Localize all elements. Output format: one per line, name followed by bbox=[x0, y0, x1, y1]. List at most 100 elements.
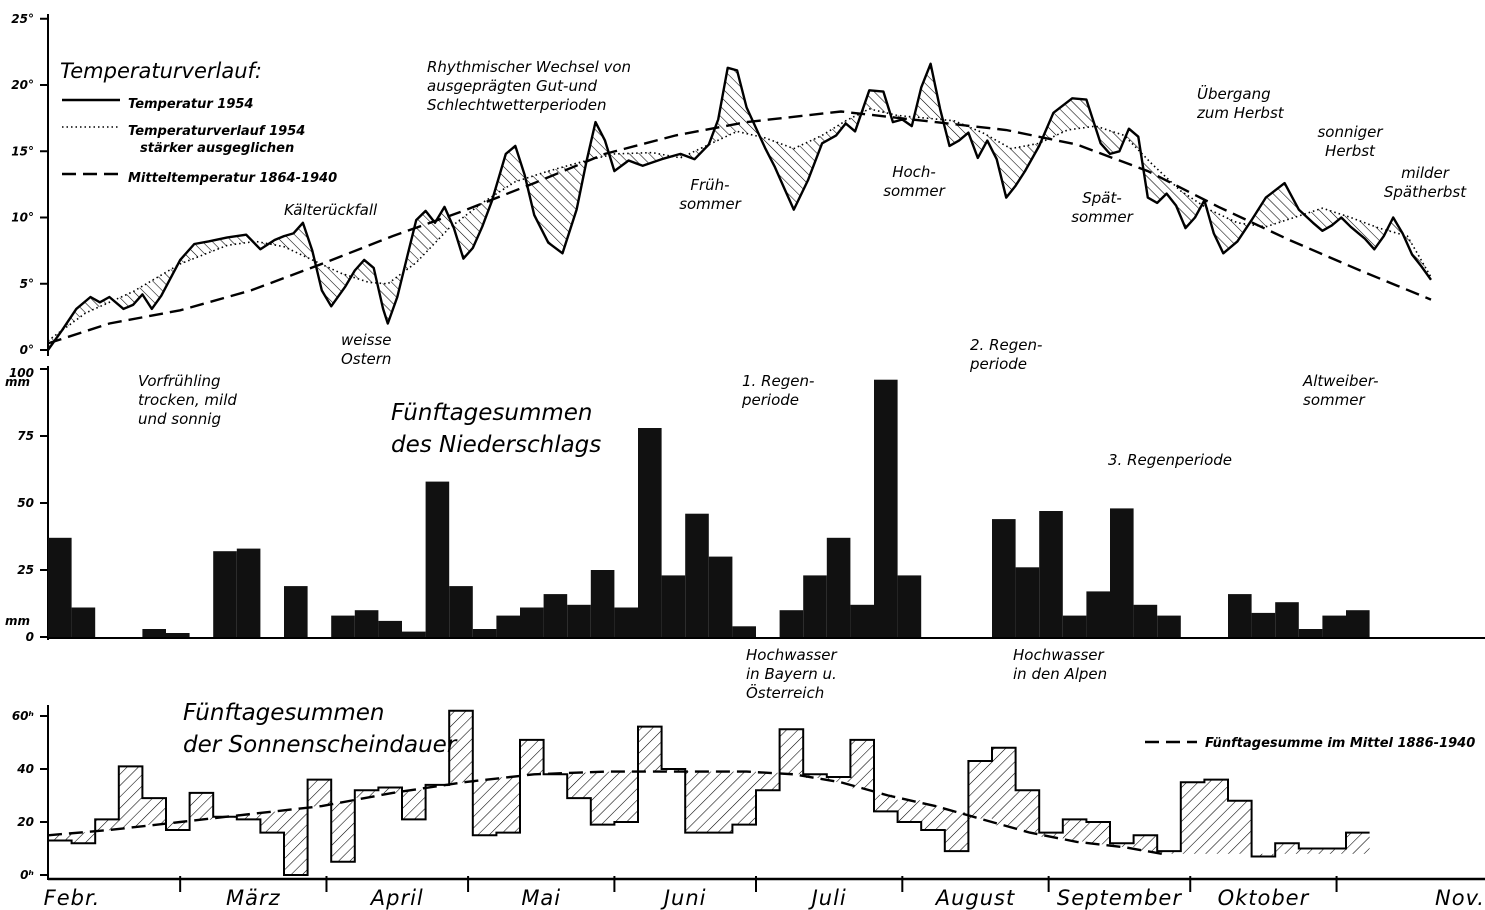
precip-bar bbox=[71, 607, 96, 637]
precip-title: des Niederschlags bbox=[391, 432, 601, 458]
sun-deviation bbox=[1204, 779, 1228, 854]
sun-legend-label: Fünftagesumme im Mittel 1886-1940 bbox=[1205, 736, 1475, 751]
annotation-uebergang: zum Herbst bbox=[1196, 104, 1285, 122]
annotation-hoch: Hoch- bbox=[892, 163, 936, 181]
sun-deviation bbox=[590, 771, 615, 825]
precip-unit-top: mm bbox=[5, 375, 30, 389]
sun-y-tick-label: 60ʰ bbox=[12, 709, 34, 723]
annotation-regen1: 1. Regen- bbox=[742, 372, 814, 390]
sun-deviation bbox=[1180, 782, 1205, 854]
sun-deviation bbox=[685, 771, 709, 833]
precip-bar bbox=[590, 570, 615, 637]
annotation-rhythm: Schlechtwetterperioden bbox=[427, 96, 606, 114]
precip-bar bbox=[472, 629, 497, 637]
precip-bar bbox=[142, 629, 166, 637]
sun-deviation bbox=[1039, 832, 1063, 837]
sun-deviation bbox=[118, 766, 143, 828]
precip-bar bbox=[1157, 615, 1181, 637]
sun-deviation bbox=[968, 761, 992, 819]
sunshine-panel bbox=[47, 709, 1370, 876]
precip-bar bbox=[803, 575, 827, 637]
sun-deviation bbox=[897, 800, 922, 822]
sun-deviation bbox=[756, 772, 780, 791]
precip-y-tick-label: 25 bbox=[17, 563, 34, 577]
sun-deviation bbox=[378, 787, 402, 794]
axes-layer: 0°5°10°15°20°25°0255075100mmmm0ʰ204060ʰF… bbox=[5, 12, 1485, 910]
precip-bar bbox=[1086, 591, 1110, 637]
month-label: Febr. bbox=[44, 886, 101, 910]
series-line-temperature-1954 bbox=[47, 62, 1432, 351]
annotation-regen1: periode bbox=[741, 391, 799, 409]
precip-bar bbox=[1346, 610, 1370, 637]
temperature-y-tick-label: 20° bbox=[11, 78, 34, 92]
sun-mean-line bbox=[47, 770, 1163, 855]
annotation-vorfr: trocken, mild bbox=[138, 391, 237, 409]
sun-deviation bbox=[1275, 843, 1299, 854]
annotation-kaelte: Kälterückfall bbox=[284, 201, 378, 219]
sun-deviation bbox=[614, 771, 638, 822]
annotation-frueh: Früh- bbox=[690, 176, 729, 194]
annotation-altw: sommer bbox=[1303, 391, 1365, 409]
sun-deviation bbox=[48, 834, 72, 841]
sun-deviation bbox=[189, 792, 214, 820]
sun-deviation bbox=[1015, 790, 1040, 832]
sun-deviation bbox=[520, 739, 544, 775]
precip-bar bbox=[1133, 604, 1158, 637]
precip-bar bbox=[897, 575, 922, 637]
precip-bar bbox=[1015, 567, 1040, 637]
month-label: Juli bbox=[808, 886, 847, 910]
sun-y-tick-label: 20 bbox=[17, 815, 34, 829]
month-label: April bbox=[369, 886, 424, 910]
annotation-sonnig: Herbst bbox=[1325, 142, 1376, 160]
annotation-uebergang: Übergang bbox=[1197, 84, 1271, 103]
precip-y-tick-label: 100 bbox=[9, 366, 34, 380]
precipitation-panel bbox=[48, 379, 1370, 637]
sun-deviation bbox=[95, 819, 119, 831]
precip-bar bbox=[1251, 612, 1276, 637]
sun-deviation bbox=[803, 774, 827, 778]
precip-y-tick-label: 0 bbox=[26, 630, 34, 644]
annotation-mild: milder bbox=[1401, 164, 1450, 182]
precip-bar bbox=[543, 594, 568, 637]
annotation-regen2: periode bbox=[969, 355, 1027, 373]
sun-deviation bbox=[354, 790, 379, 798]
temperature-y-tick-label: 10° bbox=[11, 211, 34, 225]
precip-bar bbox=[708, 556, 733, 637]
precip-bar bbox=[236, 548, 261, 637]
annotation-rhythm: ausgeprägten Gut-und bbox=[427, 77, 597, 95]
annotation-spaet: Spät- bbox=[1082, 189, 1122, 207]
sun-y-tick-label: 0ʰ bbox=[20, 868, 34, 882]
sun-deviation bbox=[779, 729, 804, 775]
precip-bar bbox=[1275, 602, 1299, 637]
legend-title: Temperaturverlauf: bbox=[60, 59, 262, 83]
sun-deviation bbox=[1157, 851, 1181, 854]
annotation-hw_bayern: Hochwasser bbox=[746, 646, 838, 664]
annotation-ostern: weisse bbox=[341, 331, 392, 349]
sun-deviation bbox=[166, 822, 190, 830]
month-label: Mai bbox=[521, 886, 561, 910]
precip-bar bbox=[685, 513, 709, 637]
sun-deviation bbox=[260, 811, 284, 833]
temperature-y-tick-label: 5° bbox=[20, 277, 34, 291]
annotation-altw: Altweiber- bbox=[1302, 372, 1378, 390]
annotation-ostern: Ostern bbox=[341, 350, 391, 368]
sun-deviation bbox=[1133, 835, 1158, 851]
precip-bar bbox=[1062, 615, 1087, 637]
sun-deviation bbox=[944, 812, 969, 852]
annotation-vorfr: Vorfrühling bbox=[138, 372, 221, 390]
precip-unit-bottom: mm bbox=[5, 614, 30, 628]
precip-bar bbox=[874, 379, 898, 637]
annotation-hw_bayern: in Bayern u. bbox=[746, 665, 837, 683]
precip-bar bbox=[425, 481, 450, 637]
month-label: Nov. bbox=[1435, 886, 1485, 910]
annotation-hw_alpen: Hochwasser bbox=[1013, 646, 1105, 664]
sun-deviation bbox=[1322, 848, 1346, 854]
precip-bar bbox=[166, 633, 190, 637]
precip-bar bbox=[1039, 511, 1063, 637]
sun-deviation bbox=[307, 779, 332, 807]
precip-bar bbox=[826, 537, 851, 637]
sun-deviation bbox=[1251, 853, 1276, 857]
precip-bar bbox=[1228, 594, 1252, 637]
precip-bar bbox=[496, 615, 520, 637]
